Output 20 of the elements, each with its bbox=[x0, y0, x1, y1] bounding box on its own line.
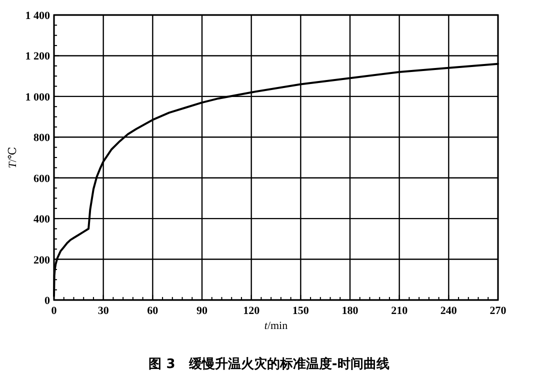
y-tick-label: 800 bbox=[34, 132, 50, 144]
x-tick-label: 240 bbox=[440, 305, 458, 317]
x-tick-label: 120 bbox=[243, 305, 260, 317]
y-tick-label: 200 bbox=[34, 254, 50, 266]
y-axis-title: T/℃ bbox=[7, 146, 19, 168]
x-tick-label: 180 bbox=[342, 305, 359, 317]
y-tick-label: 600 bbox=[34, 172, 50, 185]
x-tick-label: 60 bbox=[147, 305, 159, 317]
x-axis-title: t/min bbox=[264, 320, 288, 332]
y-tick-label: 0 bbox=[44, 295, 50, 307]
text: 图 3 缓慢升温火灾的标准温度-时间曲线 bbox=[148, 356, 390, 372]
x-tick-label: 210 bbox=[391, 305, 408, 317]
y-tick-label: 400 bbox=[34, 214, 50, 226]
x-tick-label: 90 bbox=[196, 305, 208, 317]
x-tick-label: 30 bbox=[98, 305, 110, 317]
y-tick-label: 1 200 bbox=[25, 50, 50, 63]
x-tick-label: 150 bbox=[292, 305, 310, 317]
x-tick-label: 270 bbox=[490, 305, 507, 317]
y-tick-label: 1 000 bbox=[25, 91, 50, 104]
y-tick-label: 1 400 bbox=[25, 10, 50, 22]
